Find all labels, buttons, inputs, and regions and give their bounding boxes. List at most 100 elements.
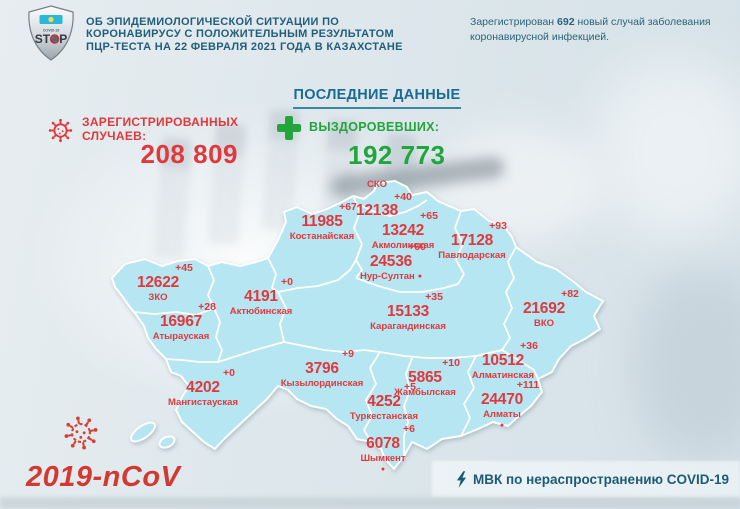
map-region-label: +82 21692 ВКО	[522, 289, 579, 329]
region-name: Кызылординская	[280, 378, 364, 389]
note-prefix: Зарегистрирован	[470, 16, 558, 28]
region-delta: +0	[281, 276, 293, 288]
caspian-island	[130, 421, 156, 443]
region-value: 24536	[369, 252, 413, 270]
title-line: ОБ ЭПИДЕМИОЛОГИЧЕСКОЙ СИТУАЦИИ ПО	[86, 16, 340, 28]
registered-label-line2: СЛУЧАЕВ:	[82, 128, 147, 143]
registered-label-line1: ЗАРЕГИСТРИРОВАННЫХ	[82, 115, 239, 129]
map-region-label: +9 3796 Кызылординская	[281, 349, 364, 389]
region-name: СКО	[366, 179, 388, 190]
map-region-label: +36 10512 Алматинская	[471, 341, 538, 381]
region-name: Атырауская	[152, 331, 210, 342]
region-value: 24470	[480, 390, 524, 408]
coronavirus-icon	[64, 416, 98, 450]
map-region-label: +0 4191 Актюбинская	[230, 277, 293, 317]
region-delta: +9	[342, 348, 354, 360]
plus-icon	[277, 116, 301, 140]
region-value: 16967	[159, 312, 203, 330]
map-region-label: +5 4252 Туркестанская	[350, 382, 418, 422]
recovered-label: ВЫЗДОРОВЕВШИХ:	[309, 120, 440, 134]
footer-light-band	[432, 461, 740, 498]
region-delta: +111	[516, 379, 540, 391]
map-region-label: +45 12622 ЗКО	[136, 263, 193, 303]
daily-cases-note: Зарегистрирован 692 новый случай заболев…	[470, 15, 730, 45]
background-microscope-blob	[635, 270, 740, 460]
region-delta: +28	[198, 301, 216, 313]
recovered-value: 192 773	[348, 140, 446, 170]
map-region-label: +93 17128 Павлодарская	[438, 220, 507, 261]
region-value: 13242	[381, 221, 425, 239]
region-name: Павлодарская	[438, 250, 506, 261]
map-region-label: +10 5865 Жамбылская	[394, 358, 460, 398]
region-name: Алматы	[483, 409, 521, 420]
map-region-label: +111 24470 Алматы ●	[480, 380, 539, 429]
region-delta: +60	[408, 241, 426, 253]
region-value: 4202	[186, 378, 220, 396]
map-region-label: +40 12138 СКО	[355, 179, 412, 219]
caspian-island	[158, 435, 176, 449]
registered-cases-value: 208 809	[140, 139, 238, 169]
region-delta: +67	[339, 201, 357, 213]
region-value: 5865	[408, 368, 442, 386]
registered-cases-label: ЗАРЕГИСТРИРОВАННЫХ СЛУЧАЕВ:	[82, 115, 239, 143]
region-name: Актюбинская	[229, 306, 293, 317]
region-delta: +6	[403, 423, 415, 435]
region-value: 3796	[305, 359, 339, 377]
covid-stop-shield-logo: COVID-19 STOP	[28, 5, 74, 61]
region-delta: +45	[175, 262, 193, 274]
region-name: Шымкент	[360, 453, 406, 464]
background-labcoat-blob	[590, 60, 740, 240]
lightning-bolt-icon	[456, 471, 467, 488]
region-name: Карагандинская	[370, 321, 446, 332]
region-name: ВКО	[533, 318, 555, 329]
page-title: ОБ ЭПИДЕМИОЛОГИЧЕСКОЙ СИТУАЦИИ ПО КОРОНА…	[86, 16, 403, 53]
region-delta: +65	[420, 210, 438, 222]
map-region-label: +6 6078 Шымкент ●	[360, 424, 415, 473]
region-city-marker: ●	[380, 465, 386, 473]
region-value: 12622	[136, 273, 180, 291]
region-delta: +36	[520, 340, 538, 352]
region-city-marker: ●	[499, 421, 505, 429]
region-value: 15133	[386, 302, 430, 320]
region-value: 6078	[366, 434, 400, 452]
region-name: ЗКО	[148, 292, 168, 303]
region-name: Костанайская	[289, 231, 355, 242]
logo-covid-text: COVID-19	[43, 29, 60, 33]
virus-name-label: 2019-nCoV	[26, 461, 181, 493]
region-delta: +0	[223, 367, 235, 379]
region-name: Мангистауская	[168, 397, 238, 408]
map-region-label: +67 11985 Костанайская	[289, 201, 357, 242]
map-region-label: +35 15133 Карагандинская	[370, 292, 446, 332]
map-region-label: +65 13242 Акмолинская	[371, 210, 438, 251]
region-borders	[133, 195, 539, 456]
map-region-label: +60 24536 Нур-Султан ●	[360, 242, 426, 282]
region-value: 12138	[355, 202, 399, 219]
note-suffix: новый случай заболевания коронавирусной …	[470, 16, 711, 44]
region-value: 17128	[450, 231, 494, 249]
region-delta: +35	[425, 291, 443, 303]
region-value: 21692	[522, 299, 566, 317]
region-delta: +40	[394, 190, 412, 203]
region-name: Акмолинская	[371, 240, 435, 251]
region-name: Жамбылская	[394, 387, 456, 398]
region-name: Нур-Султан	[360, 271, 415, 282]
committee-text: МВК по нераспространению COVID-19	[473, 472, 730, 487]
region-delta: +93	[489, 220, 507, 232]
region-city-marker: ●	[417, 273, 422, 281]
region-name: Алматинская	[471, 370, 535, 381]
region-delta: +5	[404, 381, 416, 393]
map-region-label: +28 16967 Атырауская	[152, 302, 216, 342]
bottom-edge-strip	[0, 497, 740, 509]
map-region-label: +0 4202 Мангистауская	[168, 368, 238, 408]
region-delta: +82	[561, 288, 579, 300]
region-value: 11985	[301, 212, 343, 230]
region-value: 10512	[481, 351, 525, 369]
committee-credit: МВК по нераспространению COVID-19	[456, 471, 729, 488]
title-line: ПЦР-ТЕСТА НА 22 ФЕВРАЛЯ 2021 ГОДА В КАЗА…	[86, 40, 403, 53]
title-line: КОРОНАВИРУСУ С ПОЛОЖИТЕЛЬНЫМ РЕЗУЛЬТАТОМ	[86, 28, 394, 41]
virus-icon	[48, 118, 73, 143]
note-count: 692	[557, 16, 575, 28]
